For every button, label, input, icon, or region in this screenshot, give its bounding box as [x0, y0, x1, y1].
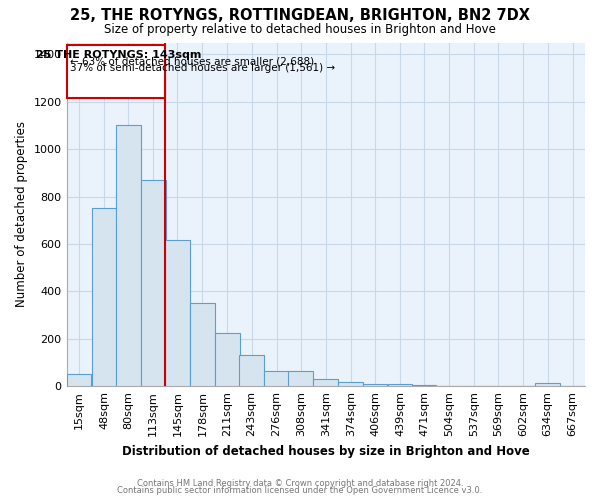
Text: Contains HM Land Registry data © Crown copyright and database right 2024.: Contains HM Land Registry data © Crown c…	[137, 478, 463, 488]
Text: Size of property relative to detached houses in Brighton and Hove: Size of property relative to detached ho…	[104, 22, 496, 36]
Bar	[264, 371, 289, 386]
Bar	[289, 371, 313, 386]
Bar	[388, 384, 412, 386]
Bar	[362, 384, 387, 386]
Bar	[67, 374, 91, 386]
Bar	[338, 382, 363, 386]
Text: 37% of semi-detached houses are larger (1,561) →: 37% of semi-detached houses are larger (…	[70, 62, 335, 72]
Text: 25 THE ROTYNGS: 143sqm: 25 THE ROTYNGS: 143sqm	[36, 50, 202, 59]
Bar	[116, 126, 140, 386]
Bar	[239, 356, 264, 386]
Bar	[535, 382, 560, 386]
Text: 25, THE ROTYNGS, ROTTINGDEAN, BRIGHTON, BN2 7DX: 25, THE ROTYNGS, ROTTINGDEAN, BRIGHTON, …	[70, 8, 530, 22]
Bar	[412, 385, 436, 386]
Bar	[141, 180, 166, 386]
X-axis label: Distribution of detached houses by size in Brighton and Hove: Distribution of detached houses by size …	[122, 444, 530, 458]
FancyBboxPatch shape	[67, 45, 165, 98]
Bar	[215, 333, 239, 386]
Text: ← 63% of detached houses are smaller (2,688): ← 63% of detached houses are smaller (2,…	[70, 56, 314, 66]
Bar	[190, 304, 215, 386]
Y-axis label: Number of detached properties: Number of detached properties	[15, 122, 28, 308]
Bar	[92, 208, 116, 386]
Bar	[313, 379, 338, 386]
Text: Contains public sector information licensed under the Open Government Licence v3: Contains public sector information licen…	[118, 486, 482, 495]
Bar	[165, 240, 190, 386]
